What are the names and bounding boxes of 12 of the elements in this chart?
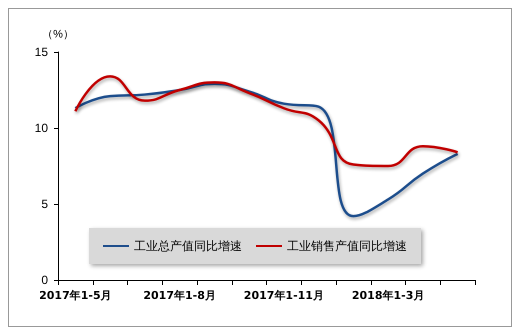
legend-label: 工业销售产值同比增速 <box>287 239 407 253</box>
y-tick-label: 10 <box>34 121 48 135</box>
legend-label: 工业总产值同比增速 <box>134 239 242 253</box>
x-tick-label: 2017年1-5月 <box>39 289 112 302</box>
x-tick-label: 2017年1-11月 <box>244 289 324 302</box>
y-tick-label: 0 <box>41 273 48 287</box>
y-tick-label: 15 <box>34 45 48 59</box>
line-series <box>74 75 459 168</box>
y-tick-label: 5 <box>41 197 48 211</box>
y-axis-title: （%） <box>42 28 74 40</box>
x-tick-label: 2017年1-8月 <box>143 289 216 302</box>
x-tick-label: 2018年1-3月 <box>352 289 424 302</box>
